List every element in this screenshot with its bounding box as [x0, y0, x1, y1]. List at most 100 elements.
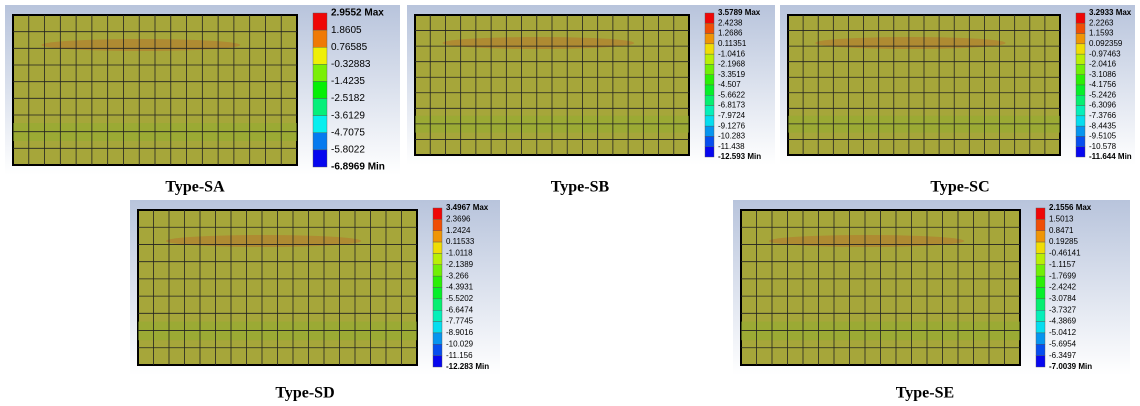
page: {"panels": [ {"caption": "Type-SA", "leg… — [0, 0, 1140, 406]
legend-color — [433, 265, 442, 276]
legend-color — [1076, 136, 1085, 146]
legend-label: -9.1276 — [718, 121, 746, 130]
legend-color — [705, 106, 714, 116]
legend-label: 0.8471 — [1049, 226, 1074, 235]
legend-color — [1036, 231, 1045, 242]
panel: 2.1556 Max1.50130.84710.19285-0.46141-1.… — [733, 200, 1130, 402]
legend-label: -1.1157 — [1049, 260, 1076, 269]
legend-color — [705, 34, 714, 44]
legend-color — [1076, 85, 1085, 95]
legend-label: 0.19285 — [1049, 237, 1078, 246]
legend-label: -12.283 Min — [446, 362, 489, 371]
legend-color — [705, 13, 714, 23]
legend-label: 0.11533 — [446, 237, 475, 246]
legend-label: -10.029 — [446, 339, 474, 348]
caption: Type-SE — [896, 385, 954, 402]
legend-label: -2.0416 — [1089, 60, 1117, 69]
legend-color — [1036, 242, 1045, 253]
legend-label: -5.6954 — [1049, 339, 1077, 348]
figure: 2.9552 Max1.86050.76585-0.32883-1.4235-2… — [0, 0, 1140, 406]
legend-color — [1036, 265, 1045, 276]
legend-label: -5.6622 — [718, 90, 746, 99]
caption: Type-SA — [165, 179, 225, 196]
legend-label: -11.438 — [718, 142, 745, 151]
legend-color — [313, 13, 327, 30]
panel: 3.4967 Max2.36961.24240.11533-1.0118-2.1… — [130, 200, 500, 402]
legend-color — [705, 75, 714, 85]
legend-color — [1076, 106, 1085, 116]
legend-color — [1036, 253, 1045, 264]
legend-color — [1036, 322, 1045, 333]
legend-color — [1036, 344, 1045, 355]
legend-color — [313, 81, 327, 98]
legend-label: -0.32883 — [331, 59, 371, 70]
legend-label: -6.6474 — [446, 305, 474, 314]
panel: 2.9552 Max1.86050.76585-0.32883-1.4235-2… — [5, 5, 400, 196]
legend-label: -1.4235 — [331, 76, 365, 87]
legend-label: -8.4435 — [1089, 121, 1117, 130]
legend-label: -4.3869 — [1049, 317, 1077, 326]
legend-label: -0.97463 — [1089, 49, 1121, 58]
legend-label: 2.4238 — [718, 18, 743, 27]
legend-label: 2.9552 Max — [331, 8, 384, 19]
legend-label: -2.4242 — [1049, 283, 1077, 292]
legend-color — [313, 47, 327, 64]
legend-color — [433, 242, 442, 253]
legend-color — [1076, 23, 1085, 33]
legend-color — [705, 95, 714, 105]
legend-label: -5.2426 — [1089, 90, 1117, 99]
legend-color — [433, 344, 442, 355]
legend-label: 0.76585 — [331, 42, 368, 53]
legend-label: 1.2424 — [446, 226, 471, 235]
legend-color — [433, 219, 442, 230]
legend-label: -3.7327 — [1049, 305, 1077, 314]
panel: 3.2933 Max2.22631.15930.092359-0.97463-2… — [780, 5, 1135, 196]
legend-color — [1036, 288, 1045, 299]
legend-label: -5.0412 — [1049, 328, 1077, 337]
legend-color — [1036, 208, 1045, 219]
legend-color — [1036, 333, 1045, 344]
legend-label: -11.644 Min — [1089, 152, 1132, 161]
stress-zone — [166, 235, 361, 247]
legend-color — [705, 136, 714, 146]
legend-color — [705, 85, 714, 95]
legend-color — [433, 231, 442, 242]
panel: 3.5789 Max2.42381.26860.11351-1.0416-2.1… — [407, 5, 775, 196]
legend-label: -0.46141 — [1049, 249, 1081, 258]
legend-color — [705, 126, 714, 136]
stress-zone — [769, 235, 964, 247]
legend-label: -11.156 — [446, 351, 473, 360]
legend-color — [433, 333, 442, 344]
legend-color — [433, 322, 442, 333]
legend-color — [1036, 299, 1045, 310]
legend-label: -1.7699 — [1049, 271, 1077, 280]
legend-label: -2.5182 — [331, 93, 365, 104]
legend-label: -3.3519 — [718, 70, 746, 79]
legend-color — [313, 133, 327, 150]
legend-label: -2.1968 — [718, 60, 746, 69]
legend-label: -5.8022 — [331, 145, 365, 156]
legend-label: -7.9724 — [718, 111, 746, 120]
legend-label: 1.1593 — [1089, 29, 1114, 38]
legend-color — [705, 116, 714, 126]
legend-color — [705, 54, 714, 64]
legend-color — [1076, 44, 1085, 54]
legend-color — [1076, 54, 1085, 64]
legend-color — [1076, 126, 1085, 136]
legend-label: -3.1086 — [1089, 70, 1117, 79]
legend-color — [313, 64, 327, 81]
legend-color — [1076, 34, 1085, 44]
legend-label: 2.2263 — [1089, 18, 1114, 27]
legend-label: -10.283 — [718, 132, 746, 141]
legend-color — [433, 299, 442, 310]
legend-label: 2.3696 — [446, 214, 471, 223]
legend-color — [1036, 310, 1045, 321]
legend-label: -6.3497 — [1049, 351, 1077, 360]
legend-color — [705, 44, 714, 54]
legend-label: -7.7745 — [446, 317, 474, 326]
legend-color — [1076, 64, 1085, 74]
legend-color — [1076, 116, 1085, 126]
legend-label: -4.7075 — [331, 127, 365, 138]
legend-label: 3.5789 Max — [718, 8, 761, 17]
legend-color — [433, 356, 442, 367]
